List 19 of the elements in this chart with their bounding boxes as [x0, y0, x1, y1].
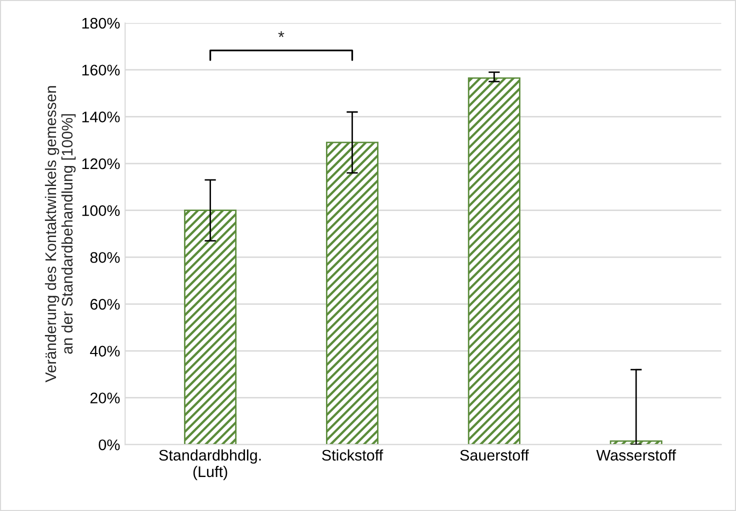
- x-tick-label: Standardbhdlg. (Luft): [159, 449, 261, 480]
- bar: [184, 210, 237, 445]
- y-tick-label: 140%: [82, 112, 120, 122]
- bar: [468, 77, 520, 445]
- bar: [326, 142, 378, 445]
- x-tick-label: Stickstoff: [322, 449, 384, 461]
- x-tick-label: Sauerstoff: [460, 449, 529, 461]
- y-tick-label: 80%: [90, 252, 120, 263]
- y-tick-label: 160%: [82, 64, 120, 76]
- y-axis-title: Veränderung des Kontaktwinkels gemessen an der Standardbehandlung [100%]: [44, 86, 76, 382]
- annotation: *: [278, 31, 284, 38]
- x-tick-label: Wasserstoff: [596, 449, 676, 461]
- y-tick-label: 0%: [98, 439, 120, 450]
- y-tick-label: 120%: [82, 158, 120, 170]
- y-tick-label: 40%: [90, 346, 120, 357]
- y-tick-label: 100%: [82, 205, 120, 216]
- y-tick-label: 20%: [90, 392, 120, 404]
- y-tick-label: 180%: [82, 18, 120, 29]
- y-tick-label: 60%: [90, 298, 120, 310]
